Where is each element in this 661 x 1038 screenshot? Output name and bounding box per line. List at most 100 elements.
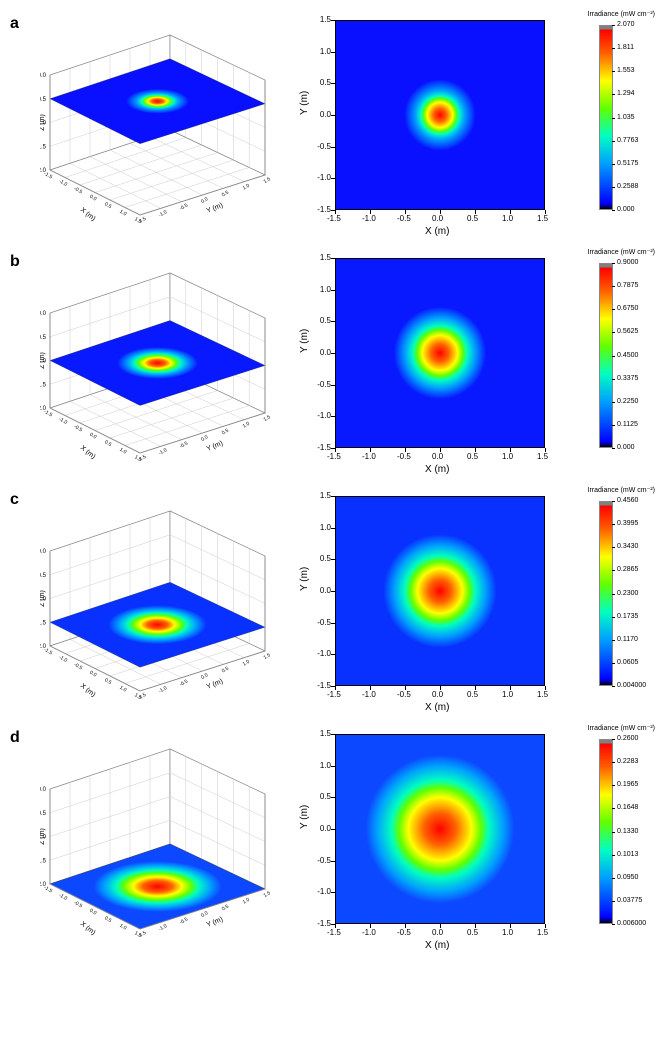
svg-text:-1.5: -1.5	[40, 620, 47, 626]
colorbar-tick: 0.4500	[617, 352, 655, 359]
y-tick: -0.5	[311, 856, 331, 865]
svg-text:Y (m): Y (m)	[206, 202, 224, 215]
colorbar-tick: 0.2600	[617, 735, 655, 742]
colorbar-tick: 0.0605	[617, 659, 655, 666]
svg-text:Z (m): Z (m)	[40, 352, 46, 369]
x-tick: 1.5	[537, 690, 548, 699]
y-tick: 1.0	[311, 523, 331, 532]
x-tick: 0.5	[467, 690, 478, 699]
y-tick: 1.5	[311, 15, 331, 24]
y-tick: -0.5	[311, 618, 331, 627]
x-axis-label: X (m)	[425, 464, 449, 475]
y-tick: -1.0	[311, 649, 331, 658]
x-tick: 1.0	[502, 928, 513, 937]
svg-text:X (m): X (m)	[79, 683, 97, 699]
svg-text:1.0: 1.0	[242, 183, 251, 192]
colorbar-tick: 1.553	[617, 67, 655, 74]
colorbar-title: Irradiance (mW cm⁻²)	[588, 724, 655, 732]
y-tick: 1.5	[311, 491, 331, 500]
panel-row-b: b -2.0-1.5-1.0-	[5, 248, 656, 478]
cube-frame: -2.0-1.5-1.0-0.50.0-1.5-1.0-0.50.00.51.0…	[40, 496, 270, 706]
svg-text:-1.0: -1.0	[158, 685, 169, 695]
y-tick: 0.0	[311, 348, 331, 357]
x-tick: -1.0	[362, 452, 376, 461]
svg-text:0.0: 0.0	[88, 432, 97, 441]
y-tick: 0.5	[311, 792, 331, 801]
colorbar-tick: 0.1013	[617, 851, 655, 858]
colorbar-tick: 0.3430	[617, 543, 655, 550]
colorbar-tick: 0.1648	[617, 804, 655, 811]
svg-text:0.0: 0.0	[40, 311, 47, 317]
x-tick: 0.0	[432, 214, 443, 223]
colorbar-title: Irradiance (mW cm⁻²)	[588, 248, 655, 256]
x-tick: -1.5	[327, 690, 341, 699]
svg-text:1.0: 1.0	[118, 209, 127, 218]
colorbar-tick: 0.1965	[617, 781, 655, 788]
plot-2d: -1.5-1.5-1.0-1.0-0.5-0.50.00.00.50.51.01…	[295, 248, 585, 478]
svg-text:-1.0: -1.0	[158, 209, 169, 219]
svg-text:-1.5: -1.5	[43, 647, 54, 657]
svg-text:Z (m): Z (m)	[40, 114, 46, 131]
cube-frame: -2.0-1.5-1.0-0.50.0-1.5-1.0-0.50.00.51.0…	[40, 20, 270, 230]
colorbar-tick: 0.2865	[617, 566, 655, 573]
colorbar-tick: 0.2283	[617, 758, 655, 765]
x-tick: -0.5	[397, 452, 411, 461]
plot-3d: -2.0-1.5-1.0-0.50.0-1.5-1.0-0.50.00.51.0…	[5, 10, 285, 240]
x-tick: -1.5	[327, 214, 341, 223]
x-tick: 0.0	[432, 928, 443, 937]
panel-row-a: a -2.0-1.5-1.0-	[5, 10, 656, 240]
cube-frame: -2.0-1.5-1.0-0.50.0-1.5-1.0-0.50.00.51.0…	[40, 734, 270, 944]
svg-text:-0.5: -0.5	[179, 916, 190, 926]
svg-text:1.5: 1.5	[263, 652, 270, 661]
svg-text:-0.5: -0.5	[40, 97, 47, 103]
colorbar-tick: 0.1170	[617, 636, 655, 643]
colorbar-tick: 1.035	[617, 114, 655, 121]
x-tick: 0.5	[467, 214, 478, 223]
svg-text:0.5: 0.5	[221, 904, 230, 913]
svg-text:-1.0: -1.0	[58, 178, 69, 188]
svg-text:Y (m): Y (m)	[206, 678, 224, 691]
svg-text:-0.5: -0.5	[40, 811, 47, 817]
y-tick: -1.5	[311, 919, 331, 928]
y-tick: -1.0	[311, 411, 331, 420]
colorbar: Irradiance (mW cm⁻²) 0.2600 0.2283 0.1965 0…	[585, 724, 655, 954]
x-tick: 1.5	[537, 452, 548, 461]
colorbar-tick: 0.7875	[617, 282, 655, 289]
svg-text:1.0: 1.0	[118, 447, 127, 456]
y-tick: -1.5	[311, 443, 331, 452]
y-tick: -1.0	[311, 173, 331, 182]
colorbar-title: Irradiance (mW cm⁻²)	[588, 10, 655, 18]
y-tick: 1.0	[311, 761, 331, 770]
svg-text:-1.5: -1.5	[40, 382, 47, 388]
colorbar-tick: 0.1735	[617, 613, 655, 620]
svg-text:-1.0: -1.0	[158, 447, 169, 457]
y-tick: 1.5	[311, 729, 331, 738]
colorbar: Irradiance (mW cm⁻²) 0.90000.78750.67500…	[585, 248, 655, 478]
panel-row-c: c -2.0-1.5-1.0-	[5, 486, 656, 716]
heatmap-2d	[335, 734, 545, 924]
y-axis-label: Y (m)	[299, 567, 310, 591]
svg-text:Y (m): Y (m)	[206, 916, 224, 929]
x-tick: 1.0	[502, 690, 513, 699]
colorbar-bar	[599, 739, 613, 924]
svg-text:0.0: 0.0	[88, 670, 97, 679]
colorbar-tick: 0.4560	[617, 497, 655, 504]
colorbar-tick: 0.000	[617, 206, 655, 213]
colorbar-tick: 0.5625	[617, 328, 655, 335]
svg-text:0.5: 0.5	[221, 666, 230, 675]
plot-3d: -2.0-1.5-1.0-0.50.0-1.5-1.0-0.50.00.51.0…	[5, 486, 285, 716]
svg-text:-1.0: -1.0	[58, 654, 69, 664]
x-axis-label: X (m)	[425, 702, 449, 713]
svg-text:-1.5: -1.5	[40, 858, 47, 864]
y-tick: -1.5	[311, 681, 331, 690]
y-tick: 0.5	[311, 316, 331, 325]
panel-row-d: d -2.0-1.5-1.0-	[5, 724, 656, 954]
svg-text:-0.5: -0.5	[73, 662, 84, 672]
x-tick: -0.5	[397, 214, 411, 223]
plot-3d: -2.0-1.5-1.0-0.50.0-1.5-1.0-0.50.00.51.0…	[5, 724, 285, 954]
x-tick: -0.5	[397, 690, 411, 699]
plot-3d: -2.0-1.5-1.0-0.50.0-1.5-1.0-0.50.00.51.0…	[5, 248, 285, 478]
svg-text:1.0: 1.0	[242, 897, 251, 906]
svg-text:0.0: 0.0	[88, 194, 97, 203]
svg-text:0.5: 0.5	[103, 677, 112, 686]
